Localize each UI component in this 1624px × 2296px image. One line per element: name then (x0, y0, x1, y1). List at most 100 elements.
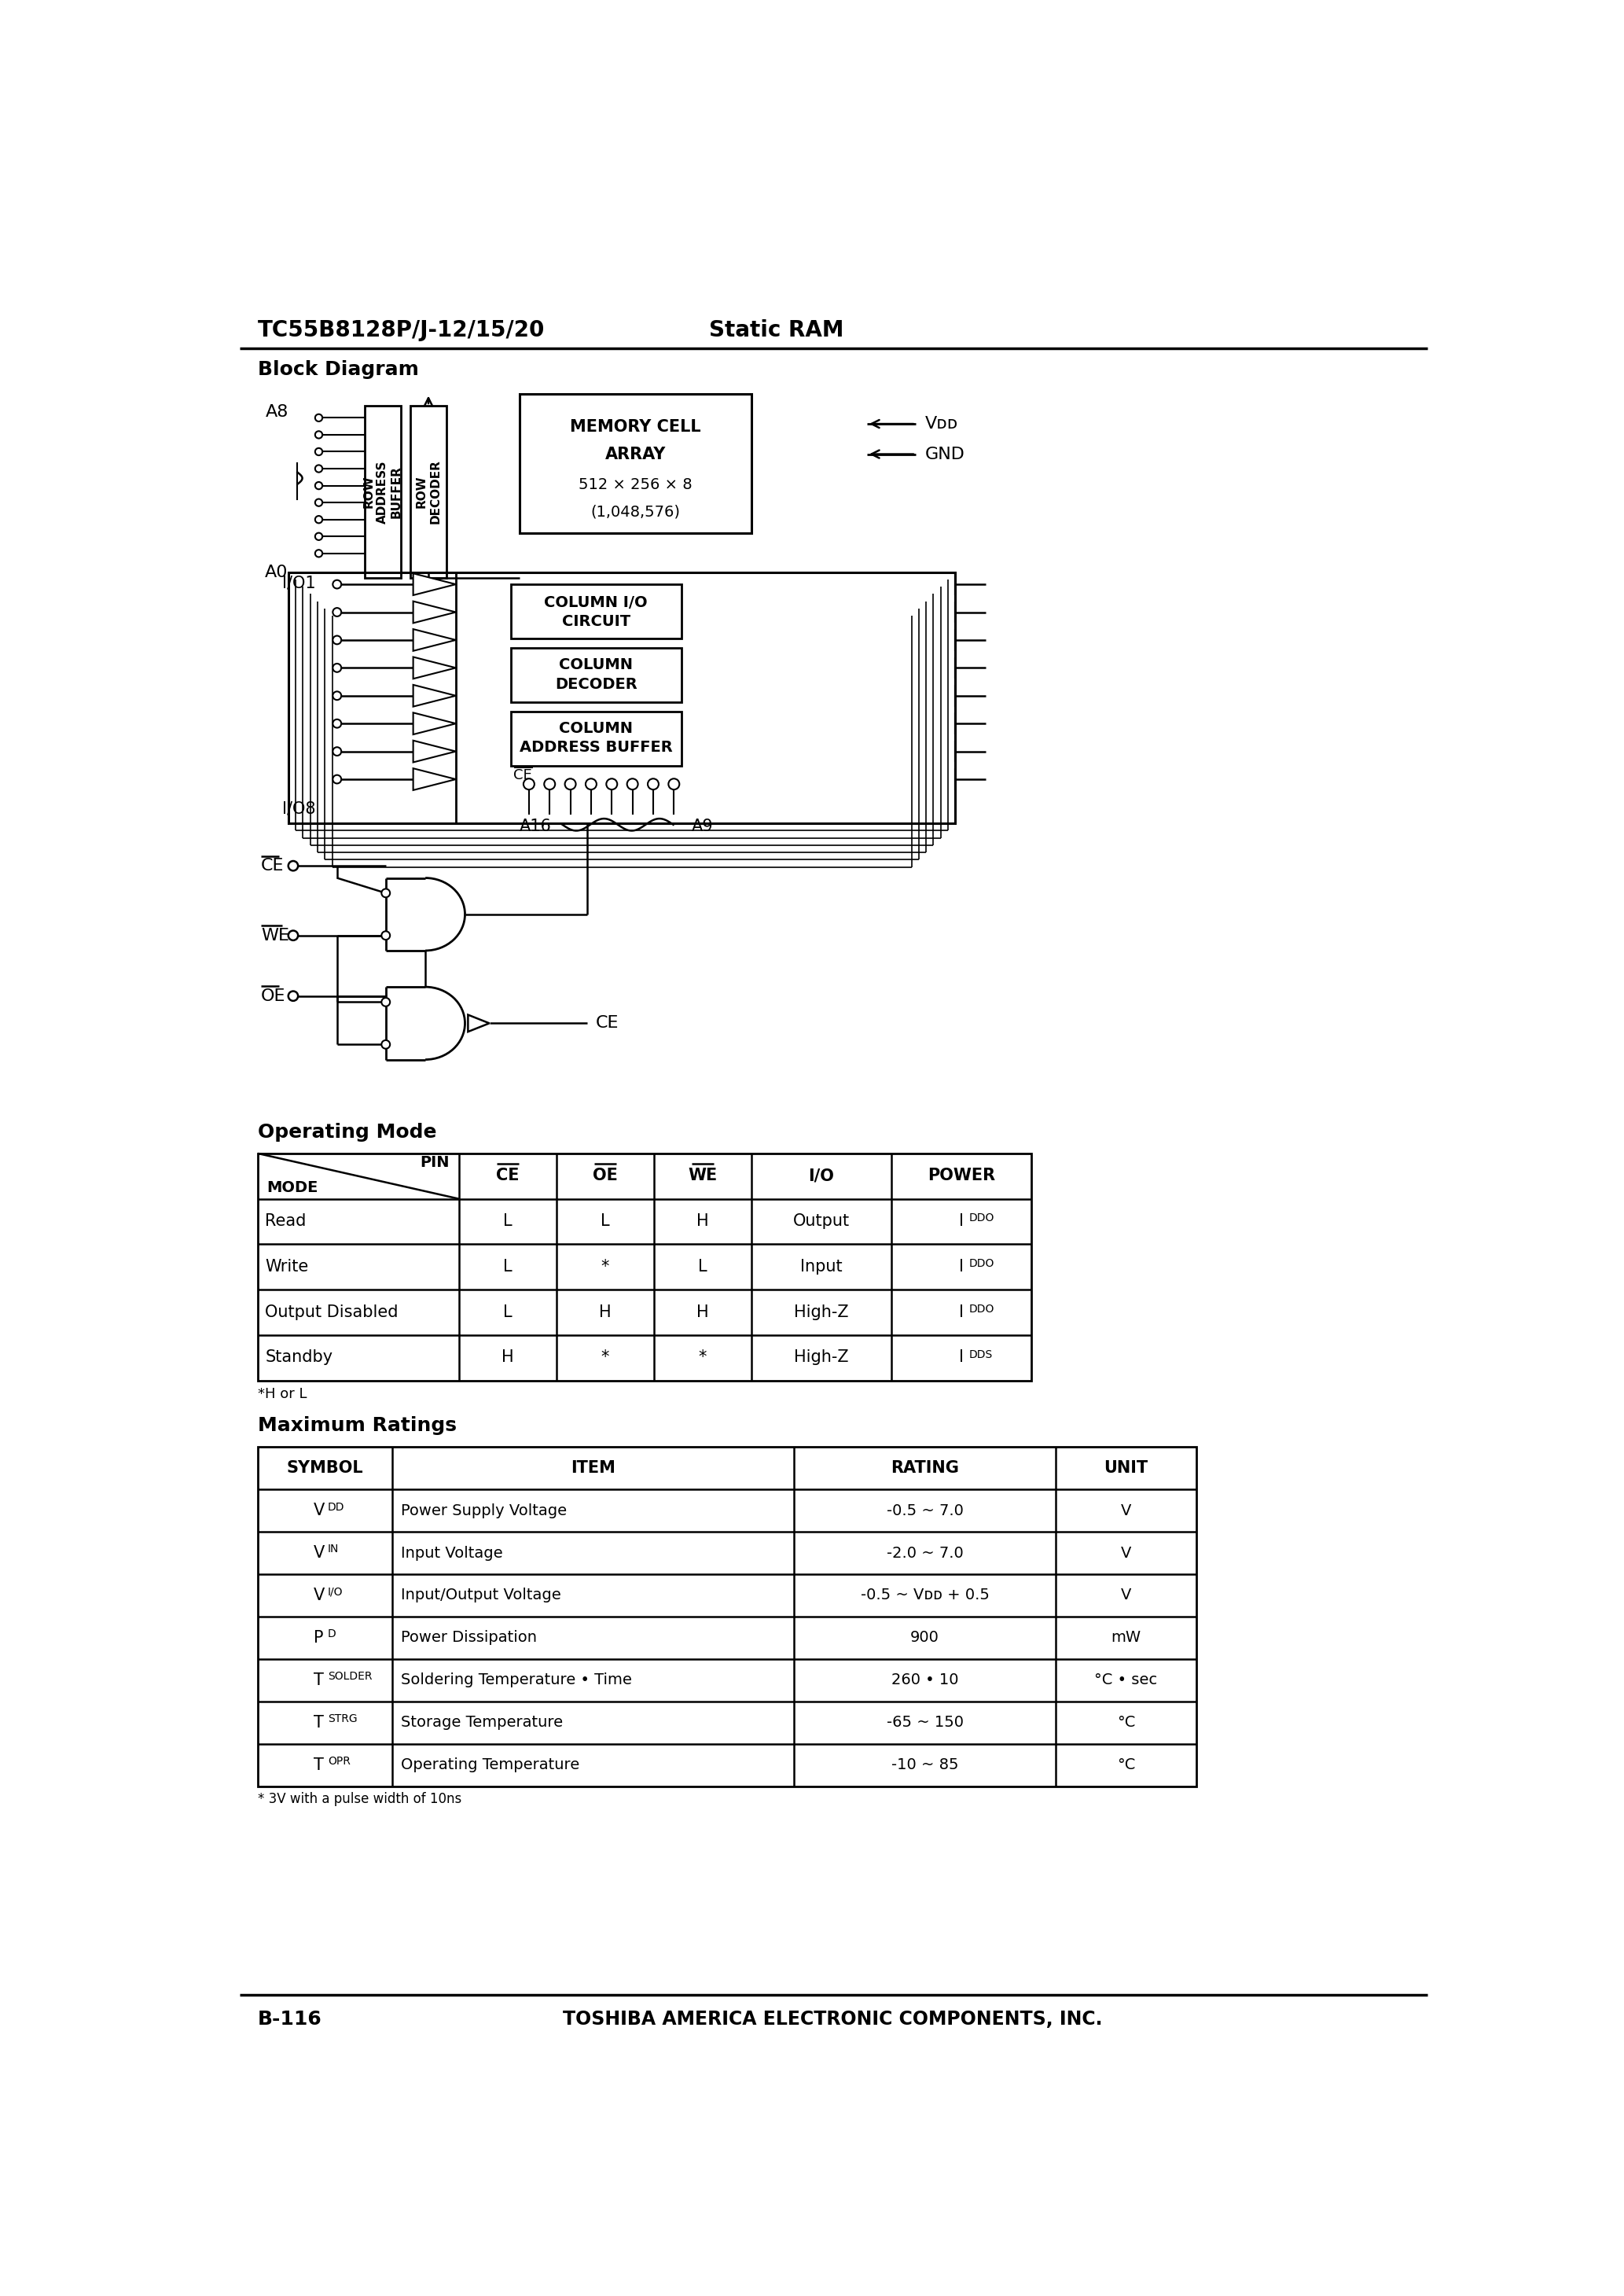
Circle shape (606, 778, 617, 790)
Text: CIRCUIT: CIRCUIT (562, 615, 630, 629)
Text: I/O1: I/O1 (283, 576, 315, 590)
Circle shape (333, 581, 341, 588)
Bar (510, 647, 680, 703)
Text: OPR: OPR (328, 1756, 351, 1768)
Circle shape (669, 778, 679, 790)
Text: RATING: RATING (890, 1460, 960, 1476)
Text: Input: Input (801, 1258, 843, 1274)
Text: Input/Output Voltage: Input/Output Voltage (401, 1589, 562, 1603)
Text: T: T (313, 1671, 323, 1688)
Text: H: H (697, 1212, 708, 1228)
Text: Soldering Temperature • Time: Soldering Temperature • Time (401, 1674, 632, 1688)
Circle shape (333, 746, 341, 755)
Circle shape (315, 432, 323, 439)
Polygon shape (412, 629, 456, 650)
Text: CE: CE (513, 767, 533, 783)
Text: A0: A0 (265, 565, 289, 581)
Text: CE: CE (261, 859, 284, 875)
Text: *H or L: *H or L (258, 1387, 307, 1401)
Text: POWER: POWER (927, 1169, 996, 1185)
Circle shape (586, 778, 596, 790)
Polygon shape (412, 602, 456, 622)
Text: High-Z: High-Z (794, 1304, 849, 1320)
Bar (510, 712, 680, 767)
Text: OE: OE (261, 987, 286, 1003)
Text: TC55B8128P/J-12/15/20: TC55B8128P/J-12/15/20 (258, 319, 546, 342)
Text: MEMORY CELL: MEMORY CELL (570, 418, 702, 434)
Text: Vᴅᴅ: Vᴅᴅ (926, 416, 958, 432)
Circle shape (315, 498, 323, 505)
Bar (258, 1446, 1195, 1786)
Text: °C: °C (1117, 1756, 1135, 1773)
Bar (289, 572, 955, 824)
Text: V: V (313, 1504, 325, 1518)
Text: CE: CE (495, 1169, 520, 1185)
Text: WE: WE (689, 1169, 718, 1185)
Text: Static RAM: Static RAM (708, 319, 843, 342)
Text: Power Dissipation: Power Dissipation (401, 1630, 538, 1646)
Bar (258, 1153, 1031, 1380)
Text: Read: Read (265, 1212, 307, 1228)
Text: Output Disabled: Output Disabled (265, 1304, 398, 1320)
Text: -65 ~ 150: -65 ~ 150 (887, 1715, 963, 1729)
Text: PIN: PIN (421, 1155, 450, 1171)
Text: I: I (960, 1212, 963, 1228)
Text: DDO: DDO (970, 1304, 994, 1316)
Text: T: T (313, 1715, 323, 1731)
Circle shape (333, 636, 341, 645)
Circle shape (627, 778, 638, 790)
Circle shape (648, 778, 659, 790)
Text: DDO: DDO (970, 1258, 994, 1270)
Text: T: T (313, 1756, 323, 1773)
Circle shape (315, 466, 323, 473)
Text: DD: DD (328, 1502, 344, 1513)
Circle shape (315, 517, 323, 523)
Text: WE: WE (261, 928, 289, 944)
Text: ROW
DECODER: ROW DECODER (416, 459, 442, 523)
Circle shape (289, 930, 299, 941)
Text: UNIT: UNIT (1104, 1460, 1148, 1476)
Text: mW: mW (1111, 1630, 1142, 1646)
Circle shape (382, 999, 390, 1006)
Text: ADDRESS BUFFER: ADDRESS BUFFER (520, 739, 672, 755)
Text: IN: IN (328, 1543, 339, 1554)
Circle shape (544, 778, 555, 790)
Text: Block Diagram: Block Diagram (258, 360, 419, 379)
Text: I: I (960, 1258, 963, 1274)
Circle shape (333, 776, 341, 783)
Text: V: V (313, 1587, 325, 1603)
Text: STRG: STRG (328, 1713, 357, 1724)
Text: °C • sec: °C • sec (1095, 1674, 1158, 1688)
Text: ARRAY: ARRAY (606, 445, 666, 461)
Text: L: L (503, 1212, 512, 1228)
Polygon shape (468, 1015, 489, 1031)
Text: V: V (1121, 1589, 1132, 1603)
Text: D: D (328, 1628, 336, 1639)
Circle shape (289, 992, 299, 1001)
Bar (411, 406, 447, 579)
Text: ROW
ADDRESS
BUFFER: ROW ADDRESS BUFFER (364, 459, 403, 523)
Text: COLUMN I/O: COLUMN I/O (544, 595, 648, 611)
Text: L: L (503, 1258, 512, 1274)
Circle shape (565, 778, 577, 790)
Text: A16: A16 (520, 820, 552, 833)
Text: Maximum Ratings: Maximum Ratings (258, 1417, 456, 1435)
Text: SOLDER: SOLDER (328, 1671, 372, 1683)
Text: *: * (601, 1350, 609, 1366)
Text: *: * (601, 1258, 609, 1274)
Text: -2.0 ~ 7.0: -2.0 ~ 7.0 (887, 1545, 963, 1561)
Text: SYMBOL: SYMBOL (286, 1460, 364, 1476)
Polygon shape (412, 742, 456, 762)
Circle shape (315, 533, 323, 540)
Text: 900: 900 (911, 1630, 939, 1646)
Text: Input Voltage: Input Voltage (401, 1545, 503, 1561)
Text: B-116: B-116 (258, 2009, 322, 2030)
Text: I/O: I/O (809, 1169, 835, 1185)
Text: Operating Mode: Operating Mode (258, 1123, 437, 1141)
Text: L: L (601, 1212, 609, 1228)
Text: * 3V with a pulse width of 10ns: * 3V with a pulse width of 10ns (258, 1793, 461, 1807)
Text: °C: °C (1117, 1715, 1135, 1729)
Polygon shape (412, 657, 456, 680)
Text: MODE: MODE (266, 1180, 318, 1196)
Polygon shape (412, 684, 456, 707)
